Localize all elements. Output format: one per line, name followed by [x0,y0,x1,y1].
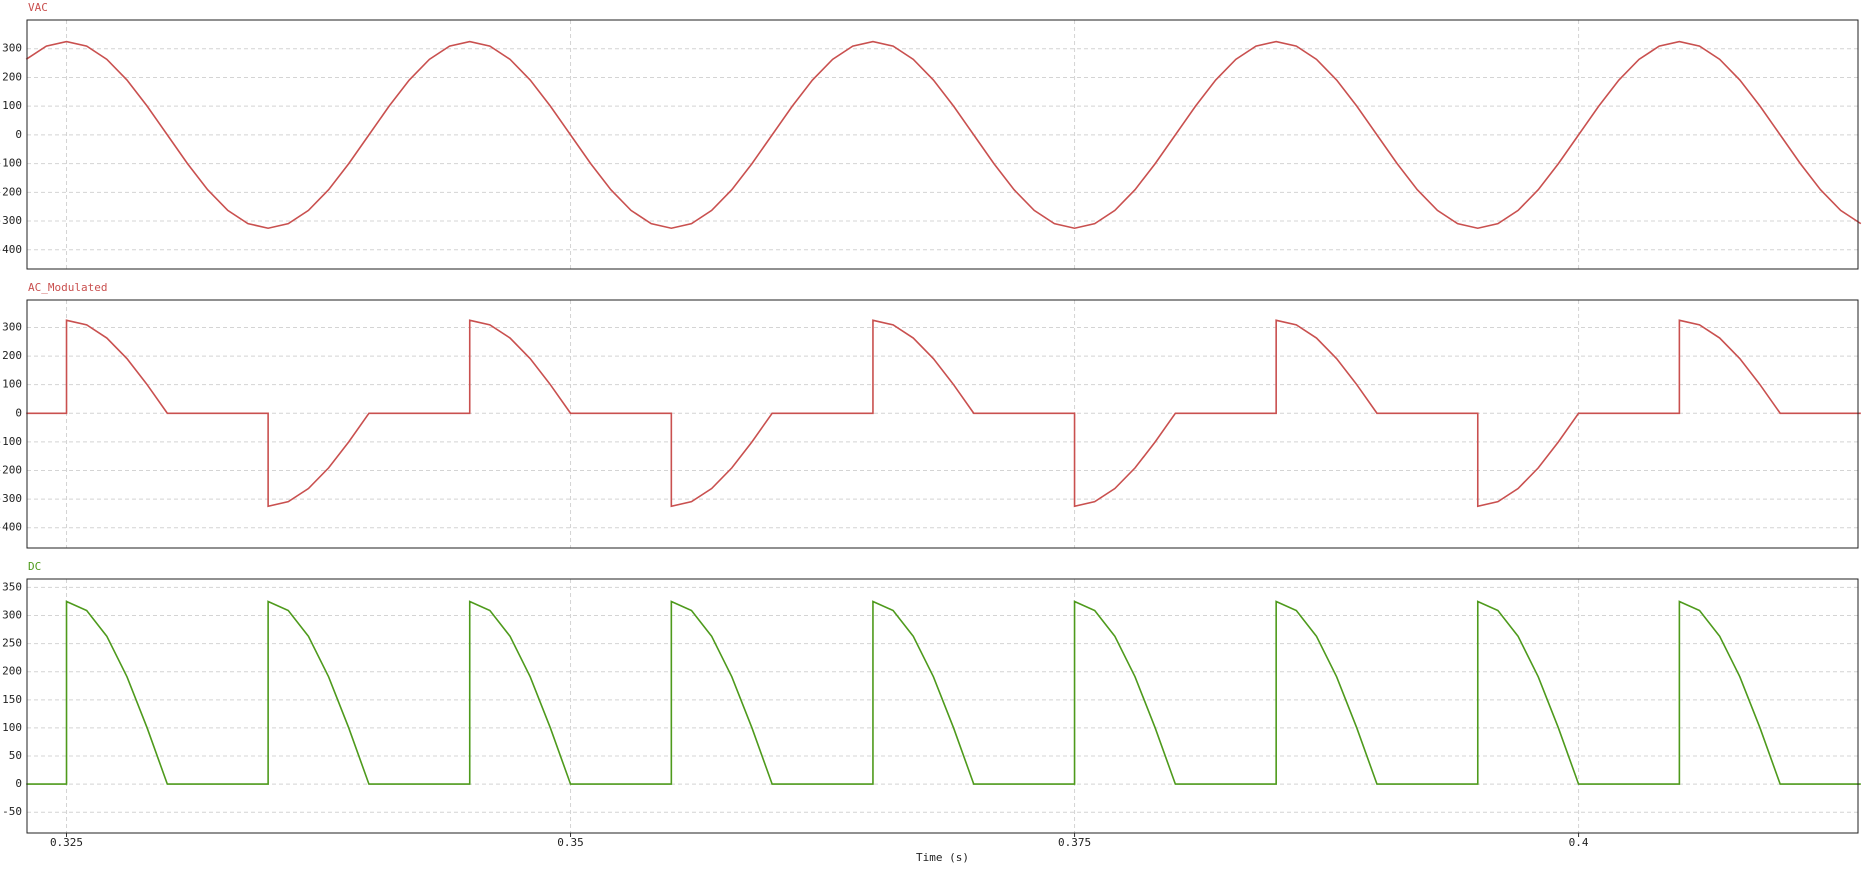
panel-title: AC_Modulated [28,281,107,294]
y-tick-label: 200 [2,70,22,83]
panel-title: VAC [28,1,48,14]
x-tick-label: 0.35 [557,836,584,849]
plot-frame [26,578,1859,834]
y-tick-label: 100 [2,721,22,734]
y-tick-label: -50 [2,805,22,818]
y-tick-label: -100 [0,157,22,170]
series-line [25,40,1862,230]
plot-frame [26,299,1859,549]
x-tick-label: 0.325 [50,836,83,849]
y-tick-label: 250 [2,637,22,650]
y-tick-label: 200 [2,349,22,362]
y-tick-label: -200 [0,185,22,198]
y-tick-label: 0 [15,777,22,790]
y-tick-label: 300 [2,42,22,55]
x-tick-label: 0.4 [1569,836,1589,849]
y-tick-label: 0 [15,406,22,419]
y-tick-label: 100 [2,378,22,391]
y-tick-label: 200 [2,665,22,678]
y-tick-label: -300 [0,492,22,505]
x-tick-label: 0.375 [1058,836,1091,849]
x-axis-label: Time (s) [916,851,969,864]
y-tick-label: 150 [2,693,22,706]
series-line [26,319,1861,508]
y-tick-label: -400 [0,243,22,256]
y-tick-label: 0 [15,128,22,141]
series-line [26,600,1861,785]
y-tick-label: -400 [0,521,22,534]
y-tick-label: -200 [0,463,22,476]
y-tick-label: 300 [2,609,22,622]
y-tick-label: 100 [2,99,22,112]
y-tick-label: -100 [0,435,22,448]
y-tick-label: 350 [2,580,22,593]
panel-title: DC [28,560,41,573]
y-tick-label: -300 [0,214,22,227]
y-tick-label: 300 [2,320,22,333]
plot-frame [26,19,1859,270]
y-tick-label: 50 [9,749,22,762]
